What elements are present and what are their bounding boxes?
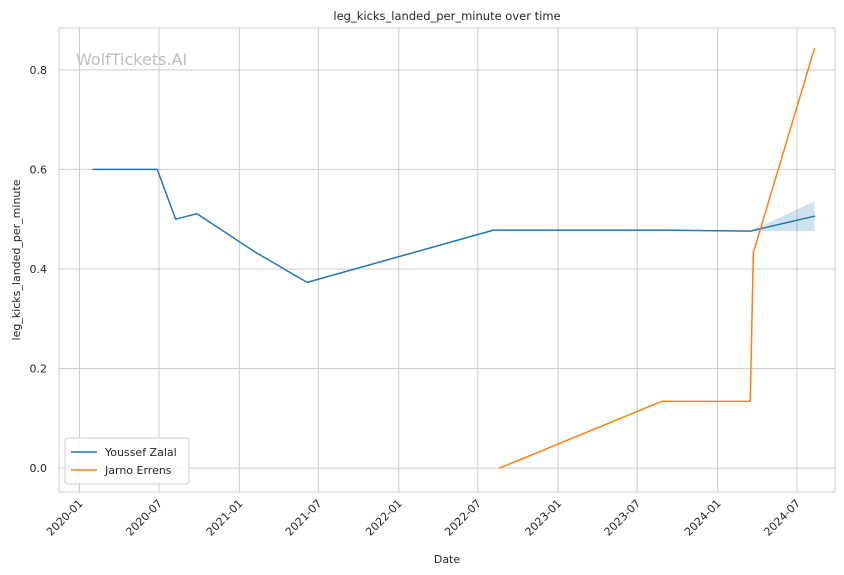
plot-frame <box>58 27 836 493</box>
legend: Youssef Zalal Jarno Errens <box>64 437 190 485</box>
confidence-band-layer <box>750 201 815 232</box>
y-axis-ticks: 0.0 0.2 0.4 0.6 0.8 <box>30 64 48 475</box>
y-axis-label: leg_kicks_landed_per_minute <box>10 179 23 340</box>
y-tick-label-1: 0.2 <box>30 363 48 376</box>
y-tick-label-0: 0.0 <box>30 462 48 475</box>
series-layer <box>92 47 816 469</box>
grid <box>59 28 835 492</box>
y-tick-label-4: 0.8 <box>30 64 48 77</box>
watermark: WolfTickets.AI <box>76 50 187 69</box>
series-line-jarno-errens <box>498 47 816 469</box>
x-axis-label: Date <box>434 553 461 566</box>
confidence-band-youssef-zalal <box>750 201 815 232</box>
y-tick-label-3: 0.6 <box>30 163 48 176</box>
y-tick-label-2: 0.4 <box>30 263 48 276</box>
legend-label-youssef-zalal: Youssef Zalal <box>104 446 177 459</box>
chart-title: leg_kicks_landed_per_minute over time <box>333 9 560 23</box>
legend-box <box>64 437 190 485</box>
series-line-youssef-zalal <box>92 168 816 284</box>
legend-label-jarno-errens: Jarno Errens <box>104 464 172 477</box>
